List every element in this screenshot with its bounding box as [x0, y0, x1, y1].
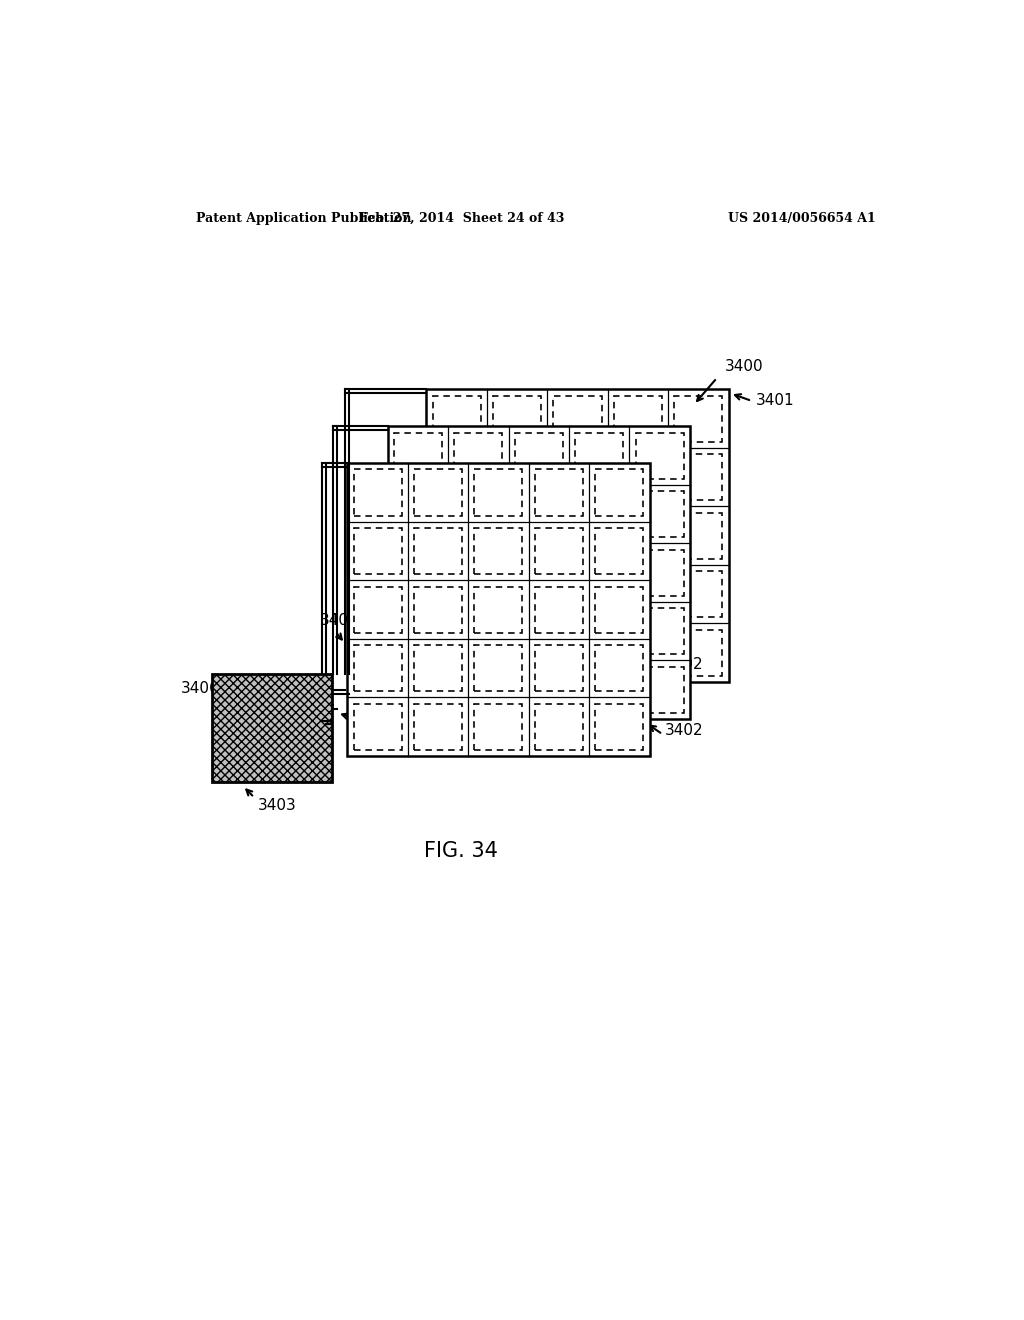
Bar — [474, 528, 522, 574]
Text: 3404: 3404 — [321, 612, 358, 628]
Text: 3405: 3405 — [372, 725, 411, 739]
Text: US 2014/0056654 A1: US 2014/0056654 A1 — [728, 213, 877, 224]
Bar — [493, 454, 541, 500]
Bar — [515, 549, 563, 595]
Bar — [614, 396, 662, 442]
Text: FIG. 34: FIG. 34 — [424, 841, 499, 862]
Bar — [595, 528, 643, 574]
Bar — [614, 630, 662, 676]
Bar — [347, 463, 649, 756]
Bar — [394, 609, 442, 655]
Bar — [675, 572, 722, 618]
Bar — [595, 470, 643, 516]
Bar — [432, 396, 480, 442]
Bar — [455, 667, 503, 713]
Bar — [394, 491, 442, 537]
Bar — [353, 470, 401, 516]
Bar — [353, 586, 401, 632]
Bar — [414, 586, 462, 632]
Bar — [432, 572, 480, 618]
Bar — [493, 396, 541, 442]
Bar — [353, 645, 401, 692]
Bar — [636, 609, 684, 655]
Bar — [614, 512, 662, 558]
Bar — [575, 549, 624, 595]
Bar — [554, 512, 601, 558]
Bar — [414, 645, 462, 692]
Bar — [554, 454, 601, 500]
Bar — [474, 586, 522, 632]
Bar — [636, 491, 684, 537]
Bar — [535, 704, 583, 750]
Bar — [515, 491, 563, 537]
Bar — [575, 667, 624, 713]
Bar — [575, 433, 624, 479]
Bar — [595, 586, 643, 632]
Bar — [535, 645, 583, 692]
Bar — [388, 426, 690, 719]
Bar — [394, 433, 442, 479]
Text: 3401: 3401 — [756, 393, 795, 408]
Text: 3406: 3406 — [180, 681, 219, 696]
Bar — [394, 549, 442, 595]
Bar — [535, 470, 583, 516]
Bar — [554, 396, 601, 442]
Bar — [455, 491, 503, 537]
Bar — [432, 454, 480, 500]
Bar — [493, 512, 541, 558]
Text: Feb. 27, 2014  Sheet 24 of 43: Feb. 27, 2014 Sheet 24 of 43 — [358, 213, 564, 224]
Bar — [414, 704, 462, 750]
Bar — [455, 433, 503, 479]
Text: Patent Application Publication: Patent Application Publication — [197, 213, 412, 224]
Bar — [474, 645, 522, 692]
Bar — [636, 549, 684, 595]
Bar — [474, 470, 522, 516]
Bar — [535, 528, 583, 574]
Bar — [535, 586, 583, 632]
Bar — [636, 433, 684, 479]
Bar — [432, 630, 480, 676]
Bar — [426, 389, 729, 682]
Text: 3402: 3402 — [665, 723, 703, 738]
Bar — [388, 426, 690, 719]
Bar — [353, 704, 401, 750]
Bar — [493, 572, 541, 618]
Bar — [675, 396, 722, 442]
Text: 3402: 3402 — [665, 657, 703, 672]
Bar — [575, 491, 624, 537]
Bar — [394, 667, 442, 713]
Bar — [455, 549, 503, 595]
Bar — [432, 512, 480, 558]
Bar — [426, 389, 729, 682]
Bar — [455, 609, 503, 655]
Bar — [515, 667, 563, 713]
Bar — [554, 572, 601, 618]
Text: 3400: 3400 — [725, 359, 763, 374]
Bar — [493, 630, 541, 676]
Bar — [515, 433, 563, 479]
Bar — [595, 704, 643, 750]
Bar — [675, 454, 722, 500]
Text: 3403: 3403 — [258, 797, 297, 813]
Bar — [554, 630, 601, 676]
Bar — [636, 667, 684, 713]
Bar — [515, 609, 563, 655]
Bar — [614, 572, 662, 618]
Bar — [414, 528, 462, 574]
Bar — [474, 704, 522, 750]
Bar — [414, 470, 462, 516]
Bar — [614, 454, 662, 500]
Bar — [212, 675, 332, 781]
Bar — [595, 645, 643, 692]
Bar — [675, 630, 722, 676]
Bar — [347, 463, 649, 756]
Bar — [675, 512, 722, 558]
Bar — [575, 609, 624, 655]
Bar — [353, 528, 401, 574]
